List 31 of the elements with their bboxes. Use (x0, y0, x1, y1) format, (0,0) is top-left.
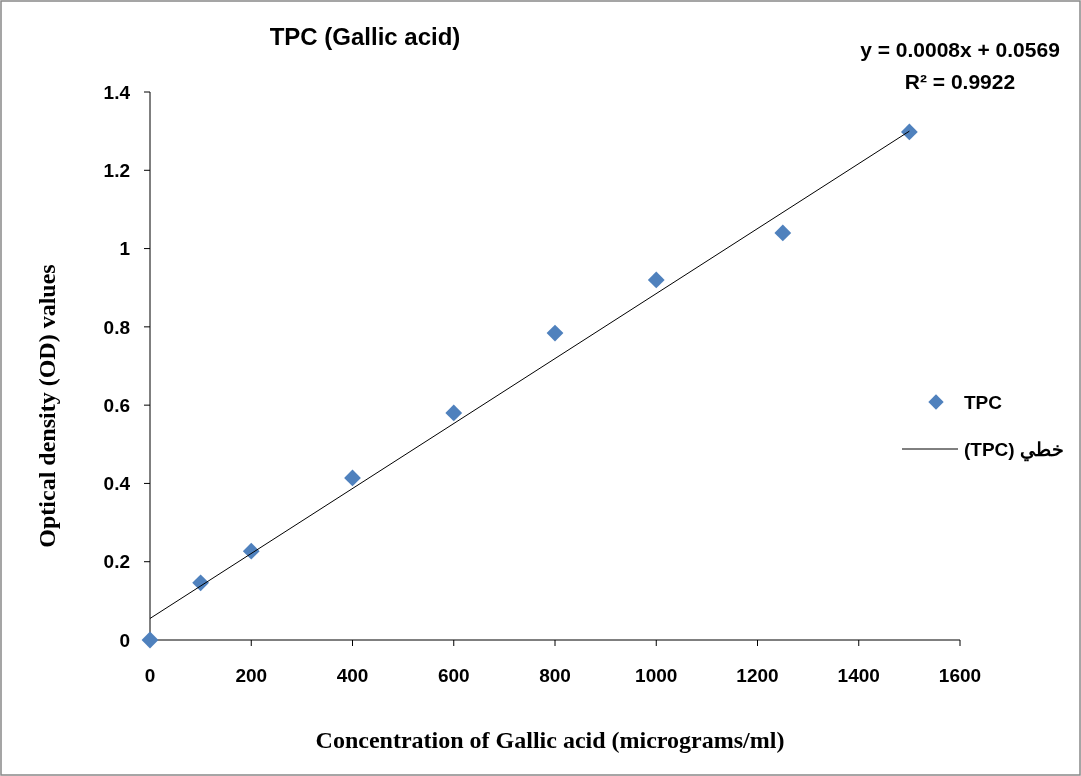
point (774, 224, 792, 242)
annotation: R² = 0.9922 (904, 70, 1016, 93)
point (647, 271, 665, 289)
y-axis-title: Optical density (OD) values (34, 264, 60, 548)
x-tick-label: 600 (437, 665, 470, 686)
x-tick-label: 1600 (938, 665, 982, 686)
point (546, 324, 564, 342)
text: y = 0.0008x + 0.0569 (860, 38, 1060, 61)
point (900, 123, 918, 141)
x-tick-label: 0 (144, 665, 156, 686)
y-tick-label: 1 (119, 238, 131, 260)
y-tick-label: 1.2 (103, 159, 130, 181)
x-tick-label: 1200 (736, 665, 779, 686)
point (344, 469, 361, 487)
legend-label: خطي (TPC) (964, 438, 1064, 462)
legend-label: TPC (964, 391, 1003, 413)
y-tick-label: 0.4 (103, 473, 131, 495)
x-tick-label: 1000 (635, 665, 678, 686)
point (141, 631, 159, 649)
x-axis-title: Concentration of Gallic acid (micrograms/ml) (315, 727, 785, 753)
x-tick-label: 400 (336, 665, 369, 686)
y-tick-label: 0.6 (103, 394, 130, 416)
y-tick-label: 0 (119, 629, 130, 651)
x-tick-label: 800 (539, 665, 571, 686)
x-tick-label: 200 (235, 665, 268, 686)
y-tick-label: 1.4 (103, 81, 131, 103)
point (445, 404, 463, 422)
chart-title: TPC (Gallic acid) (269, 23, 461, 50)
y-tick-label: 0.8 (103, 316, 130, 338)
x-tick-label: 1400 (837, 665, 880, 686)
y-tick-label: 0.2 (103, 551, 130, 573)
